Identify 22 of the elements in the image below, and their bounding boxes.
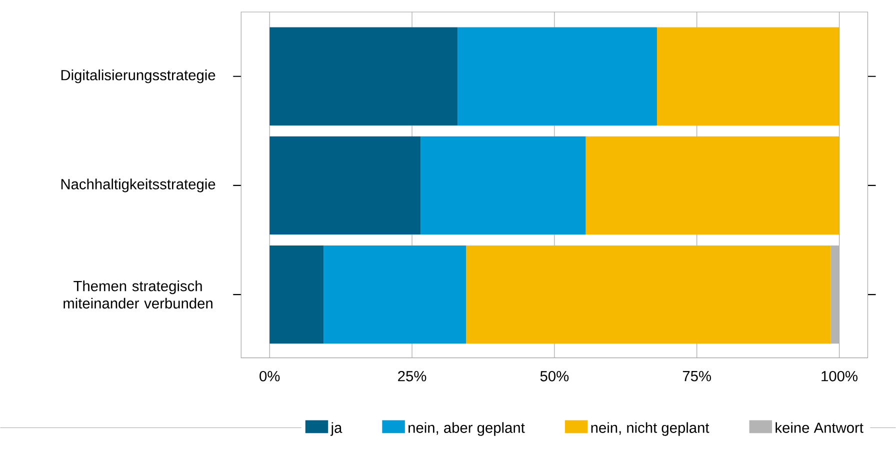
bar — [270, 246, 324, 344]
bar — [270, 27, 458, 126]
y-tick-label: Nachhaltigkeitsstrategie — [61, 178, 216, 192]
x-tick-label: 0% — [260, 371, 280, 382]
legend-label: keine Antwort — [776, 422, 864, 434]
bar — [586, 136, 840, 235]
x-tick-label: 75% — [682, 371, 711, 382]
x-tick-label: 25% — [398, 371, 426, 382]
bar — [270, 136, 421, 235]
x-tick-label: 50% — [540, 371, 569, 382]
bar — [324, 246, 466, 344]
bar — [466, 246, 831, 344]
bar — [420, 136, 586, 235]
bar — [830, 246, 840, 344]
bar — [458, 27, 657, 126]
x-tick-label: 100% — [822, 371, 858, 382]
y-tick-label: Digitalisierungsstrategie — [61, 70, 216, 84]
bar — [656, 27, 840, 126]
y-tick-label: Themen strategisch miteinander verbunden — [64, 280, 212, 309]
legend-label: nein, nicht geplant — [591, 422, 710, 436]
legend-label: ja — [330, 422, 342, 436]
legend-label: nein, aber geplant — [408, 422, 525, 436]
